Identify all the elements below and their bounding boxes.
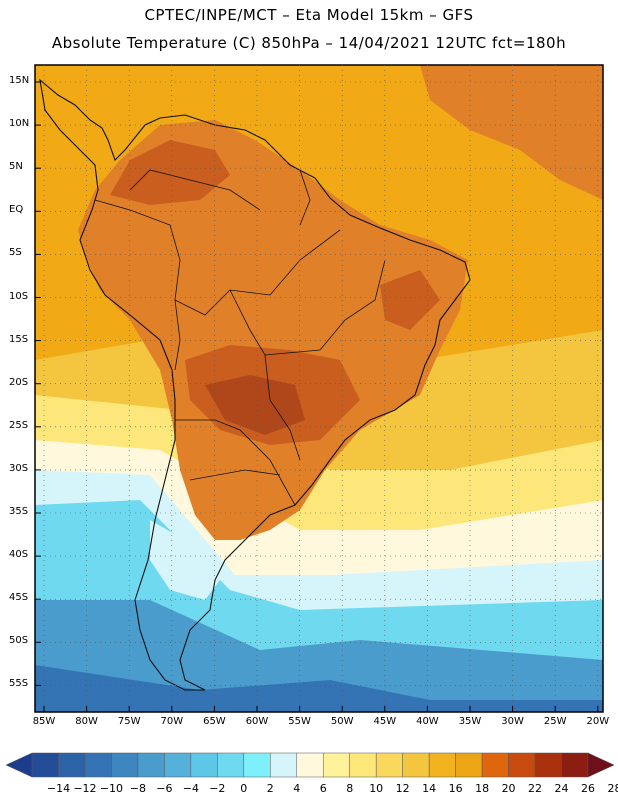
colorbar-box — [402, 752, 430, 778]
colorbar-box — [111, 752, 139, 778]
lon-label: 35W — [458, 716, 482, 727]
lon-label: 55W — [288, 716, 311, 727]
colorbar-box — [481, 752, 509, 778]
colorbar-label: 10 — [369, 782, 384, 795]
lat-label: 10S — [9, 290, 29, 302]
lat-label: EQ — [9, 204, 24, 216]
colorbar-label: 16 — [448, 782, 463, 795]
colorbar-box — [243, 752, 271, 778]
colorbar-label: 8 — [346, 782, 354, 795]
lat-label: 40S — [9, 549, 29, 561]
colorbar-box — [58, 752, 86, 778]
colorbar-arrow-low — [5, 752, 33, 778]
map-title: CPTEC/INPE/MCT – Eta Model 15km – GFS — [144, 6, 474, 24]
lon-label: 50W — [330, 716, 354, 727]
colorbar-box — [561, 752, 589, 778]
lat-label: 55S — [9, 678, 29, 690]
colorbar-box — [534, 752, 562, 778]
lat-label: 20S — [9, 376, 29, 388]
lat-label: 45S — [9, 592, 29, 604]
colorbar-label: 28 — [607, 782, 618, 795]
lat-label: 5N — [9, 161, 23, 173]
lon-label: 70W — [160, 716, 184, 727]
lat-label: 15S — [9, 333, 29, 345]
colorbar — [5, 752, 615, 778]
lon-label: 45W — [373, 716, 397, 727]
field-ne-orange — [420, 65, 603, 200]
lat-label: 50S — [9, 635, 29, 647]
colorbar-label: 4 — [293, 782, 301, 795]
field-hot-east — [380, 270, 440, 330]
colorbar-box — [270, 752, 298, 778]
colorbar-label: 18 — [475, 782, 490, 795]
colorbar-box — [349, 752, 377, 778]
colorbar-box — [455, 752, 483, 778]
colorbar-box — [164, 752, 192, 778]
colorbar-label: −10 — [99, 782, 124, 795]
colorbar-label: −12 — [73, 782, 97, 795]
lon-label: 40W — [416, 716, 439, 727]
colorbar-label: 2 — [266, 782, 274, 795]
colorbar-label: 26 — [581, 782, 595, 795]
colorbar-box — [428, 752, 456, 778]
lat-label: 25S — [9, 419, 29, 431]
colorbar-box — [84, 752, 112, 778]
colorbar-box — [375, 752, 403, 778]
lon-label: 75W — [117, 716, 141, 727]
field-patagonia-cool — [150, 520, 220, 600]
colorbar-label: 24 — [554, 782, 569, 795]
lon-label: 20W — [586, 716, 610, 727]
lon-label: 60W — [245, 716, 269, 727]
lat-label: 5S — [9, 247, 22, 259]
colorbar-label: 12 — [395, 782, 410, 795]
colorbar-label: −14 — [46, 782, 71, 795]
lat-label: 15N — [9, 75, 30, 86]
axis-ticks — [35, 81, 599, 712]
coastline — [39, 78, 471, 691]
lat-label: 30S — [9, 462, 29, 474]
lon-label: 30W — [501, 716, 524, 727]
lat-label: 35S — [9, 506, 29, 517]
map-frame — [34, 64, 604, 713]
lon-label: 25W — [543, 716, 567, 727]
lon-label: 80W — [75, 716, 98, 727]
colorbar-box — [322, 752, 350, 778]
colorbar-label: −2 — [209, 782, 226, 795]
field-hotter-center — [205, 375, 305, 435]
field-blue-mid — [35, 600, 603, 712]
lat-label: 10N — [9, 118, 30, 130]
colorbar-box — [31, 752, 59, 778]
lon-label: 85W — [32, 716, 56, 727]
colorbar-box — [508, 752, 536, 778]
colorbar-label: −6 — [156, 782, 173, 795]
colorbar-label: −8 — [129, 782, 146, 795]
colorbar-label: 14 — [422, 782, 437, 795]
country-borders — [94, 169, 386, 506]
colorbar-box — [217, 752, 245, 778]
colorbar-label: 0 — [240, 782, 248, 795]
colorbar-label: −4 — [182, 782, 199, 795]
colorbar-box — [190, 752, 218, 778]
map-subtitle: Absolute Temperature (C) 850hPa – 14/04/… — [51, 34, 567, 52]
colorbar-label: 22 — [528, 782, 543, 795]
field-hot-north — [110, 140, 230, 205]
colorbar-label: 6 — [319, 782, 327, 795]
lon-label: 65W — [203, 716, 226, 727]
colorbar-box — [137, 752, 165, 778]
colorbar-arrow-high — [587, 752, 615, 778]
colorbar-label: 20 — [501, 782, 516, 795]
field-blue-dark — [35, 665, 603, 712]
colorbar-box — [296, 752, 324, 778]
